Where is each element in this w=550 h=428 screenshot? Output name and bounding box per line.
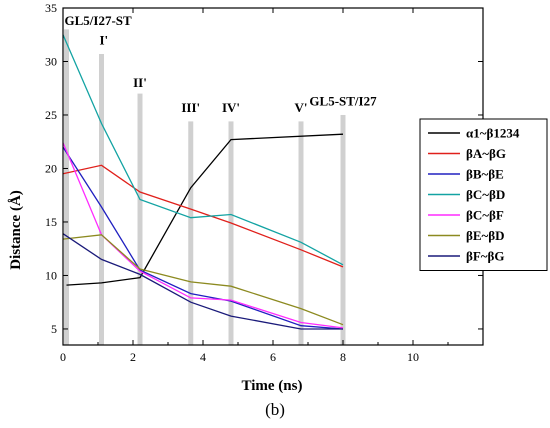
annotation-label: GL5-ST/I27 <box>309 93 377 108</box>
series-line-5 <box>62 234 344 326</box>
y-axis: 5 10 15 20 25 30 35 <box>45 1 483 336</box>
y-tick-label: 20 <box>45 161 57 175</box>
series-line-0 <box>66 133 344 286</box>
legend-label: βF~βG <box>466 249 505 264</box>
marker-bar-2 <box>137 93 143 345</box>
x-tick-label: 4 <box>200 350 206 364</box>
x-tick-label: 2 <box>130 350 136 364</box>
y-tick-label: 15 <box>45 215 57 229</box>
y-tick-label: 5 <box>51 322 57 336</box>
y-tick-label: 10 <box>45 268 57 282</box>
legend-label: βB~βE <box>466 167 504 182</box>
annotation-label: I' <box>100 32 109 47</box>
legend-label: βC~βF <box>466 208 504 223</box>
series-line-1 <box>62 164 344 268</box>
legend-label: βE~βD <box>466 228 505 243</box>
y-axis-title: Distance (Å) <box>8 190 24 270</box>
x-tick-label: 8 <box>340 350 346 364</box>
marker-bar-4 <box>228 121 234 346</box>
legend: α1~β1234 βA~βG βB~βE βC~βD βC~βF βE~βD βF~βG <box>419 118 548 271</box>
legend-label: βA~βG <box>466 146 506 161</box>
series-line-6 <box>62 233 343 330</box>
legend-label: α1~β1234 <box>466 126 520 141</box>
marker-bar-3 <box>188 121 194 346</box>
annotations: GL5/I27-ST I' II' III' IV' V' GL5-ST/I27 <box>65 13 378 115</box>
x-axis: 0 2 4 6 8 10 <box>60 8 449 364</box>
marker-bars <box>64 29 346 346</box>
series-line-2 <box>62 146 344 330</box>
distance-time-chart: GL5/I27-ST I' II' III' IV' V' GL5-ST/I27 0 2 4 6 8… <box>8 1 548 394</box>
annotation-label: GL5/I27-ST <box>65 13 133 28</box>
x-tick-label: 10 <box>407 350 419 364</box>
y-tick-label: 25 <box>45 108 57 122</box>
annotation-label: IV' <box>222 100 240 115</box>
annotation-label: II' <box>133 75 147 90</box>
y-tick-label: 30 <box>45 54 57 68</box>
y-tick-label: 35 <box>45 1 57 15</box>
marker-bar-5 <box>298 121 304 346</box>
x-tick-label: 0 <box>60 350 66 364</box>
x-tick-label: 6 <box>270 350 276 364</box>
marker-bar-1 <box>99 54 104 345</box>
marker-bar-0 <box>64 29 69 346</box>
series-lines <box>62 34 344 330</box>
marker-bar-6 <box>340 114 346 345</box>
annotation-label: V' <box>295 100 308 115</box>
series-line-3 <box>62 34 344 266</box>
legend-label: βC~βD <box>466 187 505 202</box>
x-axis-title: Time (ns) <box>242 378 303 394</box>
figure-caption: (b) <box>265 400 285 419</box>
annotation-label: III' <box>181 100 200 115</box>
